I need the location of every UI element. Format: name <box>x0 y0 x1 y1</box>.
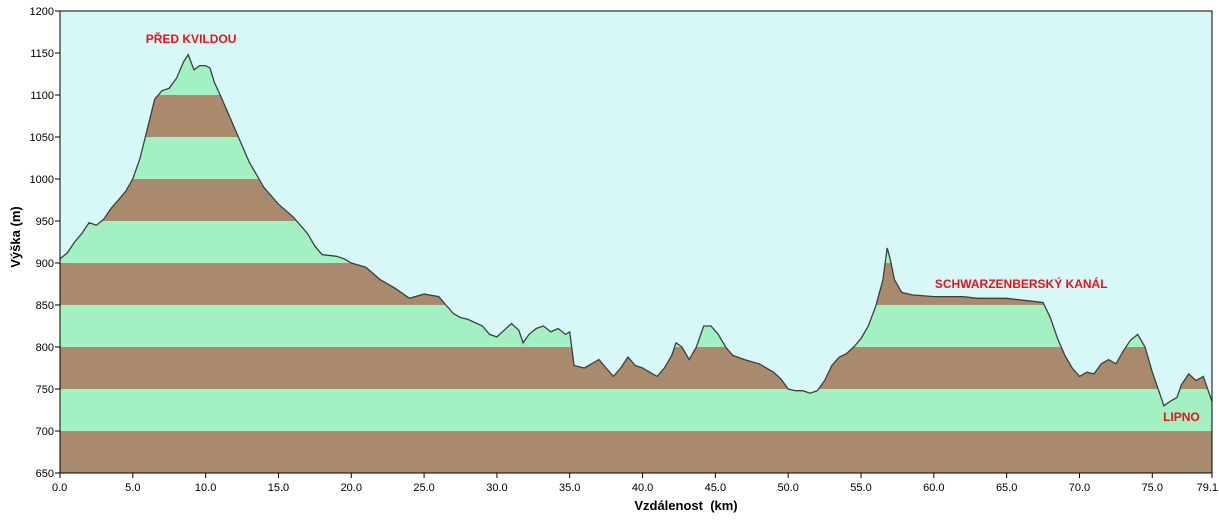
y-tick-label: 1000 <box>30 174 54 186</box>
y-tick-label: 850 <box>36 300 54 312</box>
plot-border <box>59 10 1213 474</box>
y-tick-label: 1050 <box>30 132 54 144</box>
x-tick-label: 45.0 <box>705 482 726 494</box>
x-tick-label: 0.0 <box>52 482 67 494</box>
annotation-label: SCHWARZENBERSKÝ KANÁL <box>935 276 1108 291</box>
x-tick-label: 10.0 <box>195 482 216 494</box>
x-tick-label: 25.0 <box>413 482 434 494</box>
y-tick-label: 700 <box>36 426 54 438</box>
x-tick-label: 30.0 <box>486 482 507 494</box>
x-tick-label: 75.0 <box>1142 482 1163 494</box>
x-tick-label: 5.0 <box>125 482 140 494</box>
elevation-profile-line <box>59 53 1213 407</box>
elevation-band <box>60 389 1212 431</box>
annotation-label: LIPNO <box>1163 410 1200 424</box>
x-axis-title: Vzdálenost (km) <box>634 498 737 513</box>
x-tick-label: 50.0 <box>777 482 798 494</box>
y-tick-label: 1200 <box>30 6 54 18</box>
x-tick-label: 65.0 <box>996 482 1017 494</box>
y-axis-title: Výška (m) <box>8 206 23 267</box>
y-tick-label: 950 <box>36 216 54 228</box>
y-tick-label: 900 <box>36 258 54 270</box>
y-tick-label: 1150 <box>30 48 54 60</box>
x-tick-label: 40.0 <box>632 482 653 494</box>
y-tick-label: 1100 <box>30 90 54 102</box>
x-tick-label: 20.0 <box>341 482 362 494</box>
x-tick-label: 60.0 <box>923 482 944 494</box>
y-tick-label: 750 <box>36 384 54 396</box>
y-tick-label: 800 <box>36 342 54 354</box>
x-tick-label: 15.0 <box>268 482 289 494</box>
x-tick-label: 35.0 <box>559 482 580 494</box>
annotation-label: PŘED KVILDOU <box>146 31 237 46</box>
elevation-band <box>60 431 1212 473</box>
x-tick-label: 70.0 <box>1069 482 1090 494</box>
x-tick-label: 79.1 <box>1197 482 1218 494</box>
y-tick-label: 650 <box>36 468 54 480</box>
x-tick-label: 55.0 <box>850 482 871 494</box>
